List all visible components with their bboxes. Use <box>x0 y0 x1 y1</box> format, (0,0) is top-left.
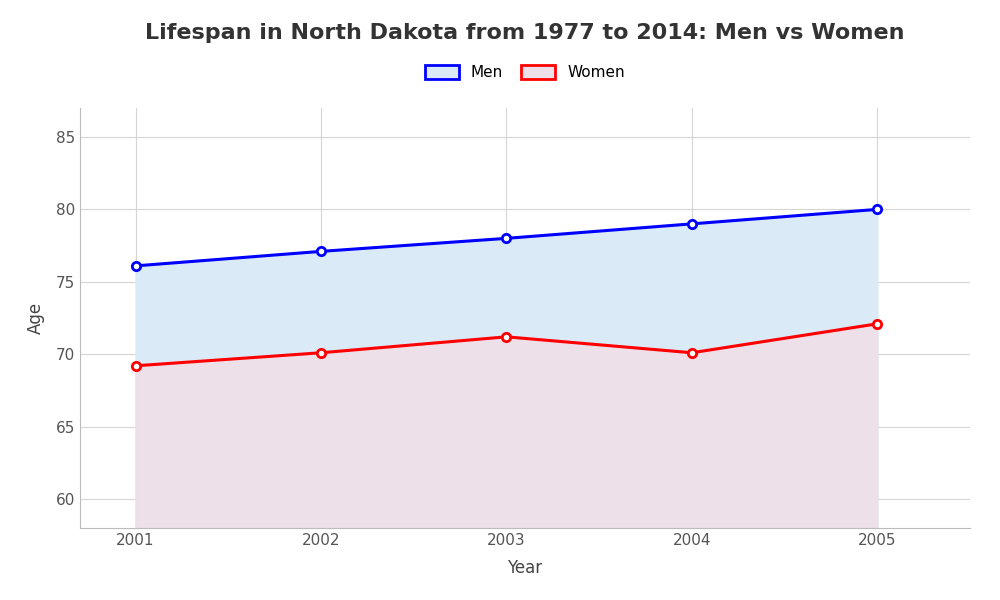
Title: Lifespan in North Dakota from 1977 to 2014: Men vs Women: Lifespan in North Dakota from 1977 to 20… <box>145 23 905 43</box>
Y-axis label: Age: Age <box>27 302 45 334</box>
X-axis label: Year: Year <box>507 559 543 577</box>
Legend: Men, Women: Men, Women <box>425 65 625 80</box>
